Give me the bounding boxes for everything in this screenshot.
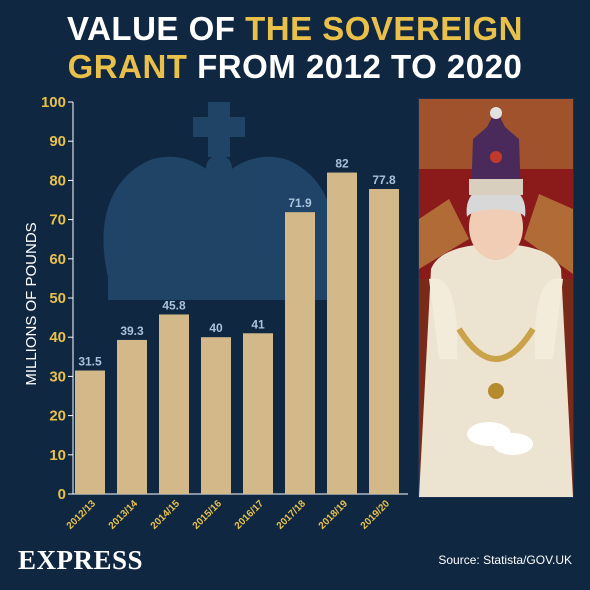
title-part-4: FROM 2012 TO 2020 xyxy=(187,48,523,85)
brand-logo: EXPRESS xyxy=(18,545,144,575)
data-label: 31.5 xyxy=(78,355,102,369)
title-line-2: GRANT FROM 2012 TO 2020 xyxy=(0,48,590,86)
bar xyxy=(327,172,357,494)
title-part-2: THE SOVEREIGN xyxy=(245,10,523,47)
x-tick-label: 2014/15 xyxy=(149,498,183,532)
bar xyxy=(201,337,231,494)
title-part-3: GRANT xyxy=(67,48,188,85)
y-axis-label: MILLIONS OF POUNDS xyxy=(23,222,40,385)
y-tick-label: 0 xyxy=(58,486,66,503)
y-tick-label: 60 xyxy=(49,251,66,268)
y-tick-label: 100 xyxy=(41,94,66,111)
x-tick-label: 2013/14 xyxy=(107,498,141,532)
bar xyxy=(159,314,189,494)
bar xyxy=(285,212,315,495)
bar xyxy=(369,189,399,495)
bars: 31.5 39.3 45.8 40 41 71.9 82 77.8 xyxy=(75,157,399,495)
y-tick-label: 50 xyxy=(49,290,66,307)
y-tick-label: 10 xyxy=(49,447,66,464)
y-tick-label: 70 xyxy=(49,212,66,229)
crown-cross-horizontal xyxy=(193,117,245,137)
bar xyxy=(75,370,105,494)
x-tick-label: 2015/16 xyxy=(191,498,225,532)
x-tick-label: 2018/19 xyxy=(317,498,351,532)
y-tick-label: 40 xyxy=(49,329,66,346)
queen-illustration xyxy=(419,99,573,497)
bar xyxy=(243,333,273,494)
data-label: 82 xyxy=(335,157,349,171)
title-part-1: VALUE OF xyxy=(67,10,246,47)
y-tick-label: 80 xyxy=(49,172,66,189)
title-line-1: VALUE OF THE SOVEREIGN xyxy=(0,10,590,48)
chart-title: VALUE OF THE SOVEREIGN GRANT FROM 2012 T… xyxy=(0,10,590,86)
data-label: 77.8 xyxy=(372,173,396,187)
data-label: 40 xyxy=(209,321,223,335)
x-tick-label: 2017/18 xyxy=(275,498,309,532)
x-tick-label: 2016/17 xyxy=(233,498,267,532)
y-axis: 0 10 20 30 40 50 60 70 80 90 100 xyxy=(41,94,408,503)
x-axis: 2012/13 2013/14 2014/15 2015/16 2016/17 2017/… xyxy=(65,498,393,532)
data-label: 39.3 xyxy=(120,324,144,338)
crown-arch xyxy=(103,156,335,285)
data-label: 45.8 xyxy=(162,298,186,312)
x-tick-label: 2012/13 xyxy=(65,498,99,532)
queen-photo xyxy=(418,98,574,498)
x-tick-label: 2019/20 xyxy=(359,498,393,532)
bar xyxy=(117,339,147,494)
y-tick-label: 90 xyxy=(49,133,66,150)
source-credit: Source: Statista/GOV.UK xyxy=(438,553,572,567)
y-tick-label: 30 xyxy=(49,368,66,385)
data-label: 71.9 xyxy=(288,196,312,210)
data-label: 41 xyxy=(251,317,265,331)
y-tick-label: 20 xyxy=(49,408,66,425)
